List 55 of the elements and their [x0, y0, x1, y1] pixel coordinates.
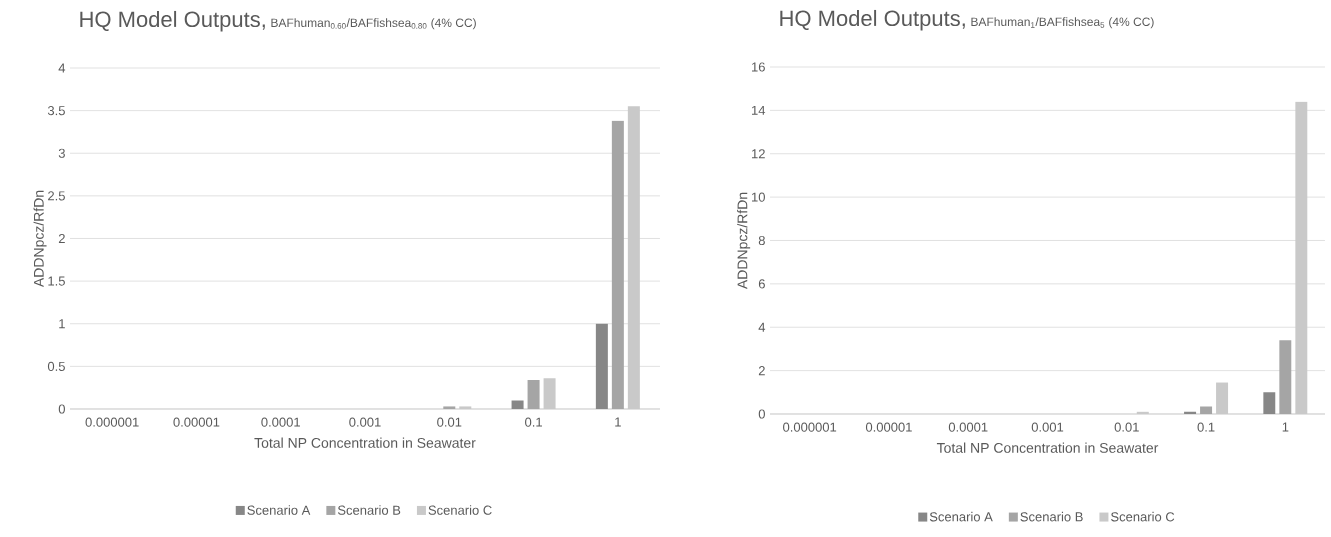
bar — [527, 380, 540, 409]
y-tick-label: 4 — [758, 322, 766, 332]
y-tick-label: 4 — [58, 63, 66, 73]
legend-label: Scenario B — [1020, 511, 1083, 522]
x-tick-label: 0.000001 — [783, 422, 837, 432]
y-tick-label: 0 — [58, 404, 65, 414]
x-tick-label: 0.01 — [1114, 422, 1139, 432]
chart-title: HQ Model Outputs, — [80, 10, 265, 32]
y-tick-label: 16 — [752, 62, 765, 72]
x-tick-label: 0.1 — [525, 417, 542, 427]
y-tick-label: 1.5 — [48, 276, 65, 286]
x-axis-title: Total NP Concentration in Seawater — [254, 437, 476, 448]
bar — [1184, 411, 1197, 414]
y-tick-label: 6 — [758, 279, 765, 289]
y-tick-label: 8 — [758, 235, 765, 246]
x-tick-label: 1 — [1282, 422, 1289, 432]
y-tick-label: 14 — [752, 105, 766, 115]
bar — [1263, 392, 1276, 414]
y-tick-label: 3.5 — [47, 106, 65, 116]
y-axis-title: ADDNpcz/RfDn — [33, 190, 47, 288]
bar — [611, 120, 624, 409]
y-tick-label: 12 — [752, 149, 765, 159]
x-tick-label: 0.0001 — [948, 422, 988, 432]
legend-label: Scenario A — [247, 505, 311, 515]
chart-title: HQ Model Outputs, — [780, 9, 965, 31]
x-tick-label: 0.1 — [1197, 422, 1215, 432]
legend-label: Scenario C — [1111, 511, 1175, 522]
y-tick-label: 2 — [758, 366, 765, 376]
y-tick-label: 3 — [58, 148, 65, 158]
y-tick-label: 0.5 — [47, 361, 65, 371]
bar — [1279, 340, 1292, 414]
legend-label: Scenario C — [428, 505, 492, 515]
y-tick-label: 0 — [758, 409, 765, 419]
bar — [511, 400, 524, 409]
y-tick-label: 2.5 — [48, 191, 65, 201]
legend-label: Scenario B — [337, 505, 401, 515]
x-tick-label: 0.01 — [437, 417, 462, 427]
x-tick-label: 0.000001 — [85, 417, 139, 427]
legend-label: Scenario A — [929, 511, 993, 522]
bar — [1200, 406, 1213, 414]
x-tick-label: 0.001 — [1031, 422, 1064, 432]
x-tick-label: 0.00001 — [865, 422, 912, 432]
x-tick-label: 1 — [615, 417, 621, 427]
bar — [443, 406, 456, 409]
y-tick-label: 1 — [59, 319, 65, 329]
x-tick-label: 0.001 — [349, 417, 381, 427]
x-axis-title: Total NP Concentration in Seawater — [936, 442, 1159, 453]
y-axis-title: ADDNpcz/RfDn — [737, 192, 751, 290]
chart-subtitle: BAFhuman$_{1}$/BAFfishsea$_{5}$ (4% CC) — [971, 17, 1154, 29]
y-tick-label: 10 — [752, 192, 765, 202]
bar — [595, 323, 608, 409]
chart-subtitle: BAFhuman$_{0.60}$/BAFfishsea$_{0.80}$ (4% CC) — [271, 18, 476, 30]
x-tick-label: 0.00001 — [173, 417, 220, 427]
y-tick-label: 2 — [58, 233, 65, 244]
x-tick-label: 0.0001 — [261, 417, 300, 427]
